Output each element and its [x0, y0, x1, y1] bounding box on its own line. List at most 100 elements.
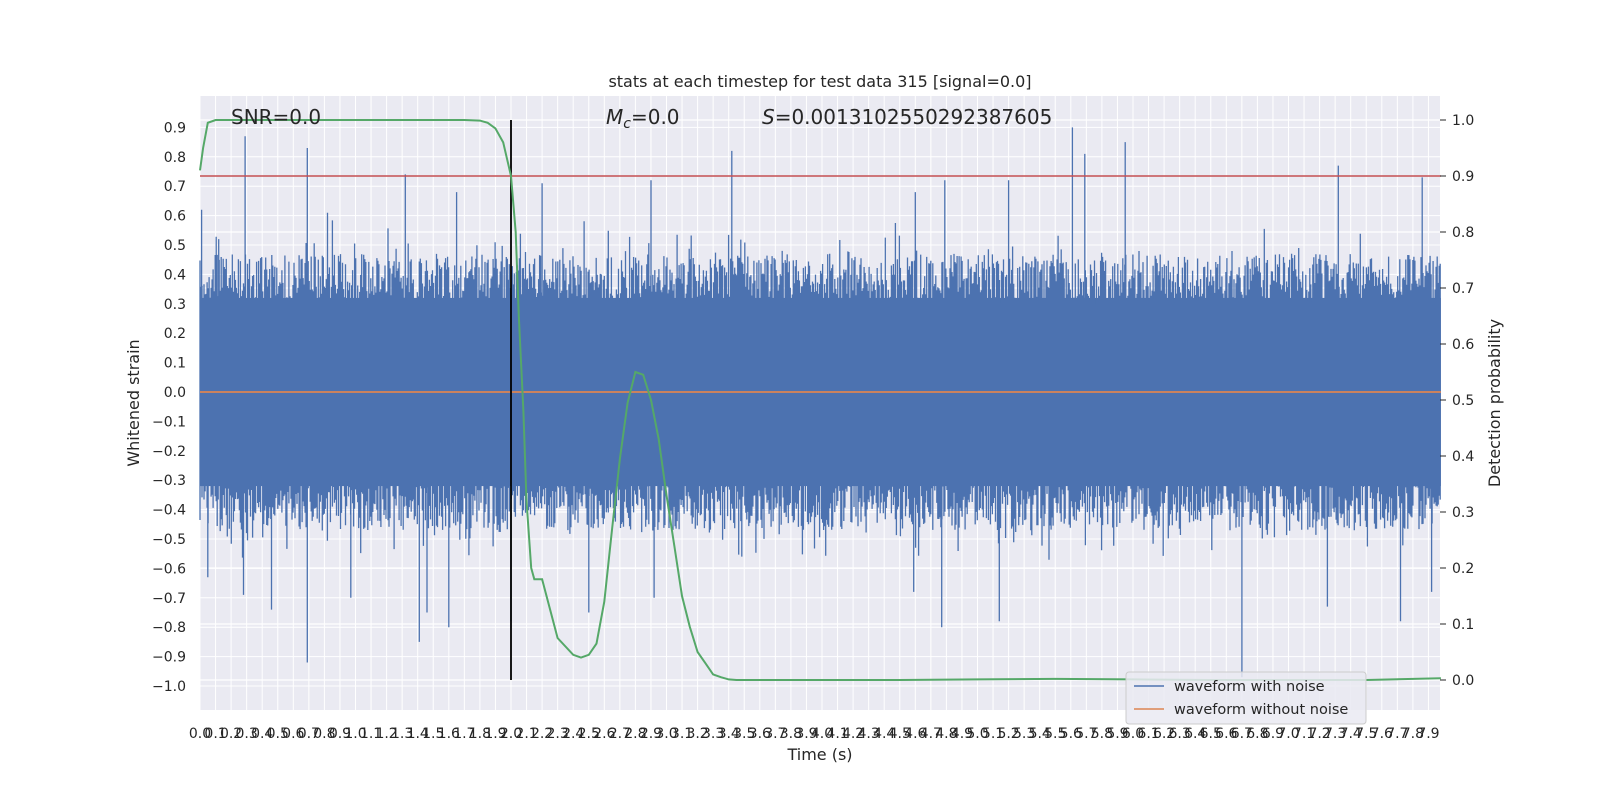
y-tick-label: 0.4	[164, 267, 186, 283]
y-tick-label: 0.7	[164, 179, 186, 195]
x-tick-label: 7.8	[1402, 726, 1424, 742]
y-tick-label: −0.4	[152, 503, 186, 519]
x-tick-label: 3.1	[671, 726, 693, 742]
x-tick-label: 4.0	[811, 726, 833, 742]
x-tick-label: 0.3	[236, 726, 258, 742]
x-tick-label: 4.3	[858, 726, 880, 742]
x-tick-label: 2.2	[531, 726, 553, 742]
x-tick-label: 7.4	[1340, 726, 1362, 742]
x-tick-label: 6.7	[1231, 726, 1253, 742]
series-lines	[199, 119, 1441, 681]
y-tick-label: −0.8	[152, 620, 186, 636]
x-tick-label: 1.0	[344, 726, 366, 742]
x-tick-label: 6.8	[1246, 726, 1268, 742]
x-tick-label: 6.4	[1184, 726, 1206, 742]
y-tick-label: 0.6	[164, 209, 186, 225]
legend-label-noise: waveform with noise	[1174, 679, 1325, 695]
mc-subscript: c	[623, 116, 631, 132]
y-tick-label: 0.3	[164, 297, 186, 313]
x-tick-label: 7.1	[1293, 726, 1315, 742]
y-tick-label: −0.6	[152, 561, 186, 577]
x-tick-label: 1.1	[360, 726, 382, 742]
x-tick-label: 6.3	[1169, 726, 1191, 742]
legend: waveform with noise waveform without noi…	[1125, 671, 1367, 725]
x-tick-label: 1.8	[469, 726, 491, 742]
x-tick-label: 7.5	[1355, 726, 1377, 742]
y-tick-label: −1.0	[152, 679, 186, 695]
x-tick-label: 6.5	[1200, 726, 1222, 742]
x-tick-label: 0.0	[189, 726, 211, 742]
x-tick-label: 4.8	[935, 726, 957, 742]
y2-tick-label: 0.0	[1452, 673, 1474, 689]
y2-tick-label: 0.2	[1452, 561, 1474, 577]
legend-box	[1125, 671, 1367, 725]
s-annotation: S=0.0013102550292387605	[762, 105, 1052, 129]
y-tick-label: 0.8	[164, 150, 186, 166]
y-tick-label: −0.3	[152, 473, 186, 489]
s-symbol: S	[762, 105, 775, 129]
y2-tick-label: 0.5	[1452, 393, 1474, 409]
x-tick-label: 1.4	[407, 726, 429, 742]
x-tick-label: 4.5	[889, 726, 911, 742]
y2-tick-label: 1.0	[1452, 113, 1474, 129]
mc-symbol: M	[606, 105, 623, 129]
x-tick-label: 7.2	[1308, 726, 1330, 742]
x-tick-label: 7.7	[1386, 726, 1408, 742]
legend-label-clean: waveform without noise	[1174, 702, 1348, 718]
x-tick-label: 4.6	[904, 726, 926, 742]
x-tick-label: 2.3	[547, 726, 569, 742]
x-axis-label: Time (s)	[786, 745, 852, 764]
x-tick-label: 7.6	[1371, 726, 1393, 742]
x-tick-label: 0.2	[220, 726, 242, 742]
x-tick-label: 1.6	[438, 726, 460, 742]
x-tick-label: 6.6	[1215, 726, 1237, 742]
x-tick-label: 3.0	[655, 726, 677, 742]
x-tick-label: 3.9	[795, 726, 817, 742]
x-tick-label: 5.6	[1060, 726, 1082, 742]
x-tick-label: 0.9	[329, 726, 351, 742]
x-tick-label: 5.1	[982, 726, 1004, 742]
x-tick-label: 3.2	[686, 726, 708, 742]
x-tick-label: 5.7	[1075, 726, 1097, 742]
x-tick-label: 7.9	[1417, 726, 1439, 742]
x-tick-label: 4.4	[873, 726, 895, 742]
chart-title: stats at each timestep for test data 315…	[608, 72, 1031, 91]
x-tick-label: 0.6	[282, 726, 304, 742]
x-tick-label: 5.3	[1013, 726, 1035, 742]
x-tick-label: 5.8	[1091, 726, 1113, 742]
x-tick-label: 1.2	[375, 726, 397, 742]
x-tick-label: 3.8	[780, 726, 802, 742]
x-tick-label: 5.4	[1029, 726, 1051, 742]
x-tick-label: 2.9	[640, 726, 662, 742]
x-tick-label: 4.7	[920, 726, 942, 742]
y2-tick-labels: 0.0 0.1 0.2 0.3 0.4 0.5 0.6 0.7 0.8 0.9 1.0	[1440, 113, 1474, 689]
s-value: =0.0013102550292387605	[775, 105, 1053, 129]
y2-tick-label: 0.4	[1452, 449, 1474, 465]
y2-tick-label: 0.9	[1452, 169, 1474, 185]
x-tick-label: 6.2	[1153, 726, 1175, 742]
x-tick-label: 2.8	[624, 726, 646, 742]
x-tick-label: 1.9	[484, 726, 506, 742]
x-tick-label: 0.4	[251, 726, 273, 742]
x-tick-label: 2.1	[515, 726, 537, 742]
x-tick-label: 3.3	[702, 726, 724, 742]
y-tick-label: 0.2	[164, 326, 186, 342]
x-tick-label: 3.6	[749, 726, 771, 742]
x-tick-label: 3.5	[733, 726, 755, 742]
x-tick-label: 0.1	[204, 726, 226, 742]
x-tick-label: 5.0	[966, 726, 988, 742]
x-tick-label: 3.4	[718, 726, 740, 742]
x-tick-label: 7.3	[1324, 726, 1346, 742]
snr-annotation: SNR=0.0	[231, 105, 321, 129]
x-tick-label: 2.4	[562, 726, 584, 742]
x-tick-label: 3.7	[764, 726, 786, 742]
x-tick-label: 6.0	[1122, 726, 1144, 742]
x-tick-label: 2.7	[609, 726, 631, 742]
y2-tick-label: 0.8	[1452, 225, 1474, 241]
y-tick-label: −0.9	[152, 650, 186, 666]
y-tick-label: 0.5	[164, 238, 186, 254]
x-tick-label: 4.2	[842, 726, 864, 742]
x-tick-label: 5.5	[1044, 726, 1066, 742]
x-tick-label: 2.0	[500, 726, 522, 742]
y-tick-label: 0.9	[164, 120, 186, 136]
